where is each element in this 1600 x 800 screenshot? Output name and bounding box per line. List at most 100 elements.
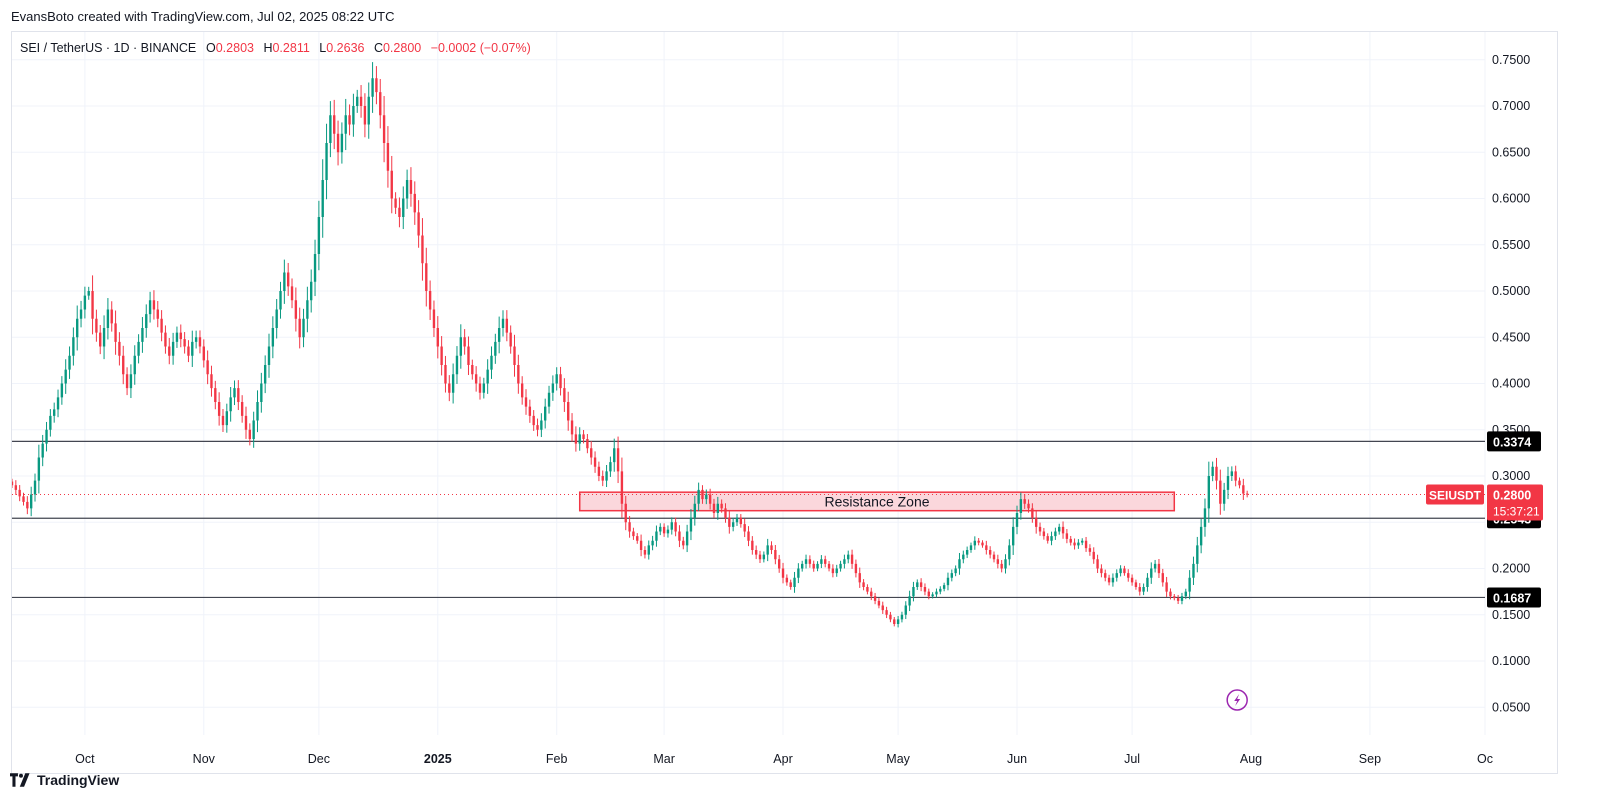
candle-body xyxy=(923,587,927,592)
candle-body xyxy=(137,341,140,356)
candle-body xyxy=(229,397,232,412)
candle-body xyxy=(881,605,884,611)
candle-body xyxy=(425,263,428,291)
candle-body xyxy=(962,554,965,560)
candle-body xyxy=(1011,526,1015,546)
high-value: 0.2811 xyxy=(272,41,309,55)
candle-body xyxy=(325,143,328,180)
candle-body xyxy=(1077,542,1080,546)
candle-body xyxy=(574,434,578,444)
candles-layer xyxy=(12,62,1249,628)
candle-body xyxy=(171,341,175,356)
candle-body xyxy=(632,531,635,537)
candle-body xyxy=(762,554,766,560)
chart-frame[interactable]: Resistance Zone 0.7500 0.7000 0.6500 0.6000… xyxy=(11,31,1558,774)
candle-body xyxy=(1169,591,1172,597)
candle-body xyxy=(129,374,133,389)
candle-body xyxy=(72,337,75,356)
candle-body xyxy=(520,383,524,398)
y-tick-label: 0.1000 xyxy=(1492,654,1530,668)
candle-body xyxy=(1069,538,1072,543)
candle-body xyxy=(705,494,708,500)
candle-body xyxy=(298,318,301,338)
tradingview-footer[interactable]: TradingView xyxy=(10,772,119,788)
candle-body xyxy=(682,540,685,546)
candle-body xyxy=(390,170,393,199)
candle-body xyxy=(847,554,850,560)
candle-body xyxy=(271,328,275,347)
candle-body xyxy=(37,457,41,481)
candle-body xyxy=(586,439,589,449)
candle-body xyxy=(106,309,110,328)
candle-body xyxy=(655,531,658,541)
candle-body xyxy=(267,346,271,365)
candle-body xyxy=(263,365,267,384)
price-chart[interactable]: Resistance Zone 0.7500 0.7000 0.6500 0.6000… xyxy=(12,32,1559,775)
candle-body xyxy=(340,133,344,153)
candle-body xyxy=(33,480,37,495)
candle-body xyxy=(87,291,90,296)
candle-body xyxy=(294,300,298,319)
x-tick-label: 2025 xyxy=(424,752,452,766)
candle-body xyxy=(1027,503,1030,509)
candle-body xyxy=(708,494,712,504)
last-price-value: 0.2800 xyxy=(1493,489,1531,503)
candle-body xyxy=(22,496,25,502)
candle-body xyxy=(877,600,881,606)
candle-body xyxy=(56,397,60,410)
candle-body xyxy=(524,397,528,407)
candle-body xyxy=(639,540,643,550)
candle-body xyxy=(168,346,171,356)
candle-body xyxy=(1234,471,1237,481)
candle-body xyxy=(555,374,558,384)
candle-body xyxy=(1199,526,1203,546)
candle-body xyxy=(766,545,769,555)
candle-body xyxy=(685,531,689,546)
candle-body xyxy=(942,585,946,589)
tradingview-brand: TradingView xyxy=(37,772,120,788)
candle-body xyxy=(996,559,1000,564)
candle-body xyxy=(1042,531,1046,537)
candle-body xyxy=(26,501,29,509)
candle-body xyxy=(486,369,489,384)
candle-body xyxy=(590,448,593,458)
candle-body xyxy=(336,133,340,153)
candle-body xyxy=(647,545,650,555)
candle-body xyxy=(402,198,405,217)
change-value: −0.0002 (−0.07%) xyxy=(431,41,531,55)
bar-countdown: 15:37:21 xyxy=(1493,505,1540,519)
y-tick-label: 0.6000 xyxy=(1492,192,1530,206)
candle-body xyxy=(517,365,520,384)
candle-body xyxy=(1226,476,1230,490)
candle-body xyxy=(1219,480,1222,504)
candle-body xyxy=(774,550,777,560)
candle-body xyxy=(509,332,512,347)
candle-body xyxy=(1019,499,1023,513)
candle-body xyxy=(743,524,746,532)
candle-body xyxy=(1050,536,1053,541)
x-tick-label: Jul xyxy=(1124,752,1140,766)
candle-body xyxy=(482,383,486,393)
candle-body xyxy=(1061,526,1065,534)
resistance-zone-layer: Resistance Zone xyxy=(578,491,1176,512)
candle-body xyxy=(935,591,938,595)
candle-body xyxy=(781,568,785,578)
candle-body xyxy=(1111,577,1115,583)
axes-layer: 0.7500 0.7000 0.6500 0.6000 0.5500 0.5000 0.45… xyxy=(75,53,1543,766)
candle-body xyxy=(302,318,305,338)
x-tick-label: May xyxy=(886,752,910,766)
candle-body xyxy=(931,594,934,597)
candle-body xyxy=(965,550,969,555)
candle-body xyxy=(206,360,209,375)
close-label: C xyxy=(374,41,383,55)
candle-body xyxy=(382,115,386,143)
candle-body xyxy=(513,346,516,365)
candle-body xyxy=(133,355,136,375)
candle-body xyxy=(988,550,992,555)
candle-body xyxy=(1173,596,1176,599)
candle-body xyxy=(547,392,551,407)
candle-body xyxy=(532,415,535,426)
candle-body xyxy=(421,235,424,264)
candle-body xyxy=(950,573,953,578)
candle-body xyxy=(697,489,700,504)
